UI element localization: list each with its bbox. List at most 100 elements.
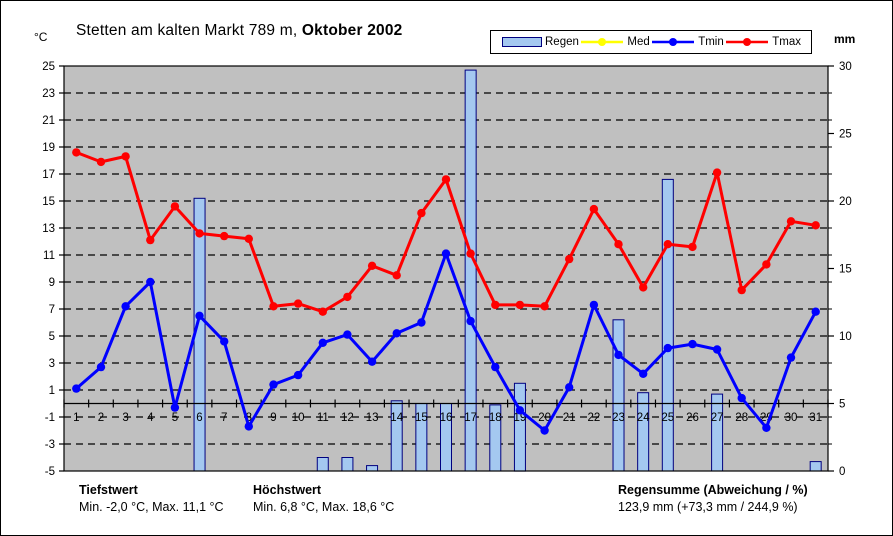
footer-hoechstwert: Höchstwert Min. 6,8 °C, Max. 18,6 °C [253, 482, 394, 516]
svg-text:-3: -3 [45, 439, 55, 451]
svg-text:26: 26 [686, 412, 699, 424]
svg-text:0: 0 [839, 466, 845, 478]
footer-block-title: Regensumme (Abweichung / %) [618, 483, 808, 497]
svg-text:21: 21 [563, 412, 576, 424]
rain-bar [464, 69, 477, 472]
tmax-series [72, 148, 820, 316]
svg-text:25: 25 [839, 129, 852, 141]
svg-text:7: 7 [49, 304, 55, 316]
title-location: Stetten am kalten Markt 789 m, [76, 22, 302, 39]
svg-text:23: 23 [612, 412, 625, 424]
svg-text:11: 11 [43, 250, 55, 262]
legend-item-med: Med [579, 36, 650, 48]
gridlines [64, 92, 828, 445]
legend-item-tmax: Tmax [724, 36, 801, 48]
rain-bar [637, 392, 650, 472]
svg-text:9: 9 [270, 412, 276, 424]
tmin-series [72, 249, 820, 435]
svg-text:10: 10 [839, 331, 852, 343]
svg-text:17: 17 [464, 412, 477, 424]
rain-bar-swatch-icon [501, 36, 543, 48]
footer-regensumme: Regensumme (Abweichung / %) 123,9 mm (+7… [618, 482, 808, 516]
svg-text:21: 21 [42, 115, 55, 127]
svg-text:12: 12 [341, 412, 354, 424]
svg-text:25: 25 [661, 412, 674, 424]
footer-block-title: Tiefstwert [79, 483, 138, 497]
svg-text:3: 3 [49, 358, 55, 370]
svg-text:5: 5 [49, 331, 55, 343]
svg-text:8: 8 [246, 412, 252, 424]
tmax-line-swatch-icon [724, 36, 770, 48]
svg-text:24: 24 [637, 412, 650, 424]
svg-text:31: 31 [809, 412, 822, 424]
svg-text:25: 25 [42, 61, 55, 73]
svg-text:15: 15 [42, 196, 55, 208]
svg-text:11: 11 [317, 412, 329, 424]
svg-text:9: 9 [49, 277, 55, 289]
svg-text:5: 5 [172, 412, 178, 424]
category-axis [63, 399, 829, 408]
svg-text:2: 2 [98, 412, 104, 424]
svg-text:10: 10 [292, 412, 305, 424]
legend-label: Tmax [772, 36, 801, 48]
rain-bar [341, 457, 354, 472]
rain-bar [612, 319, 625, 472]
rain-bar [366, 465, 379, 472]
legend-item-regen: Regen [501, 36, 579, 48]
tmin-line-swatch-icon [650, 36, 696, 48]
svg-text:13: 13 [42, 223, 55, 235]
svg-text:16: 16 [440, 412, 453, 424]
right-axis-unit: mm [834, 32, 856, 46]
footer-block-value: Min. -2,0 °C, Max. 11,1 °C [79, 500, 224, 514]
title-month: Oktober 2002 [301, 22, 403, 39]
svg-text:7: 7 [221, 412, 227, 424]
footer-block-value: 123,9 mm (+73,3 mm / 244,9 %) [618, 500, 798, 514]
legend-label: Tmin [698, 36, 724, 48]
svg-text:20: 20 [538, 412, 551, 424]
svg-text:30: 30 [839, 61, 852, 73]
svg-text:19: 19 [42, 142, 55, 154]
svg-text:-1: -1 [45, 412, 55, 424]
legend-label: Med [627, 36, 650, 48]
left-axis-labels: 25 23 21 19 17 15 13 11 9 7 5 3 1 -1 -3 -5 [42, 61, 64, 478]
legend-item-tmin: Tmin [650, 36, 724, 48]
svg-text:5: 5 [839, 399, 845, 411]
footer-block-title: Höchstwert [253, 483, 322, 497]
med-line-swatch-icon [579, 36, 625, 48]
svg-text:14: 14 [390, 412, 403, 424]
footer-tiefstwert: Tiefstwert Min. -2,0 °C, Max. 11,1 °C [79, 482, 224, 516]
rain-bar [711, 393, 724, 472]
legend-label: Regen [545, 36, 579, 48]
rain-bar [809, 461, 822, 472]
svg-text:6: 6 [196, 412, 202, 424]
svg-text:1: 1 [49, 385, 55, 397]
svg-text:20: 20 [839, 196, 852, 208]
svg-text:30: 30 [785, 412, 798, 424]
svg-text:19: 19 [514, 412, 527, 424]
svg-text:28: 28 [735, 412, 748, 424]
rain-bar [513, 382, 526, 472]
svg-text:15: 15 [839, 264, 852, 276]
svg-text:18: 18 [489, 412, 502, 424]
svg-text:1: 1 [73, 412, 79, 424]
svg-text:-5: -5 [45, 466, 55, 478]
legend: Regen Med Tmin Tmax [490, 30, 812, 54]
left-axis-unit: °C [34, 30, 48, 44]
svg-text:27: 27 [711, 412, 724, 424]
svg-text:22: 22 [588, 412, 601, 424]
rain-bar [661, 178, 674, 472]
svg-text:17: 17 [42, 169, 55, 181]
footer-block-value: Min. 6,8 °C, Max. 18,6 °C [253, 500, 395, 514]
svg-text:23: 23 [42, 88, 55, 100]
page-title: Stetten am kalten Markt 789 m, Oktober 2… [76, 22, 403, 40]
svg-text:13: 13 [366, 412, 379, 424]
svg-text:3: 3 [122, 412, 128, 424]
svg-text:15: 15 [415, 412, 428, 424]
svg-text:4: 4 [147, 412, 154, 424]
day-labels: 1 2 3 4 5 6 7 8 9 10 11 12 13 14 15 16 17 18 19 20 21 22 23 24 2… [73, 412, 822, 424]
rain-bar [316, 457, 329, 472]
right-axis-labels: 0 5 10 15 20 25 30 [828, 61, 852, 478]
rain-bars [193, 69, 822, 472]
